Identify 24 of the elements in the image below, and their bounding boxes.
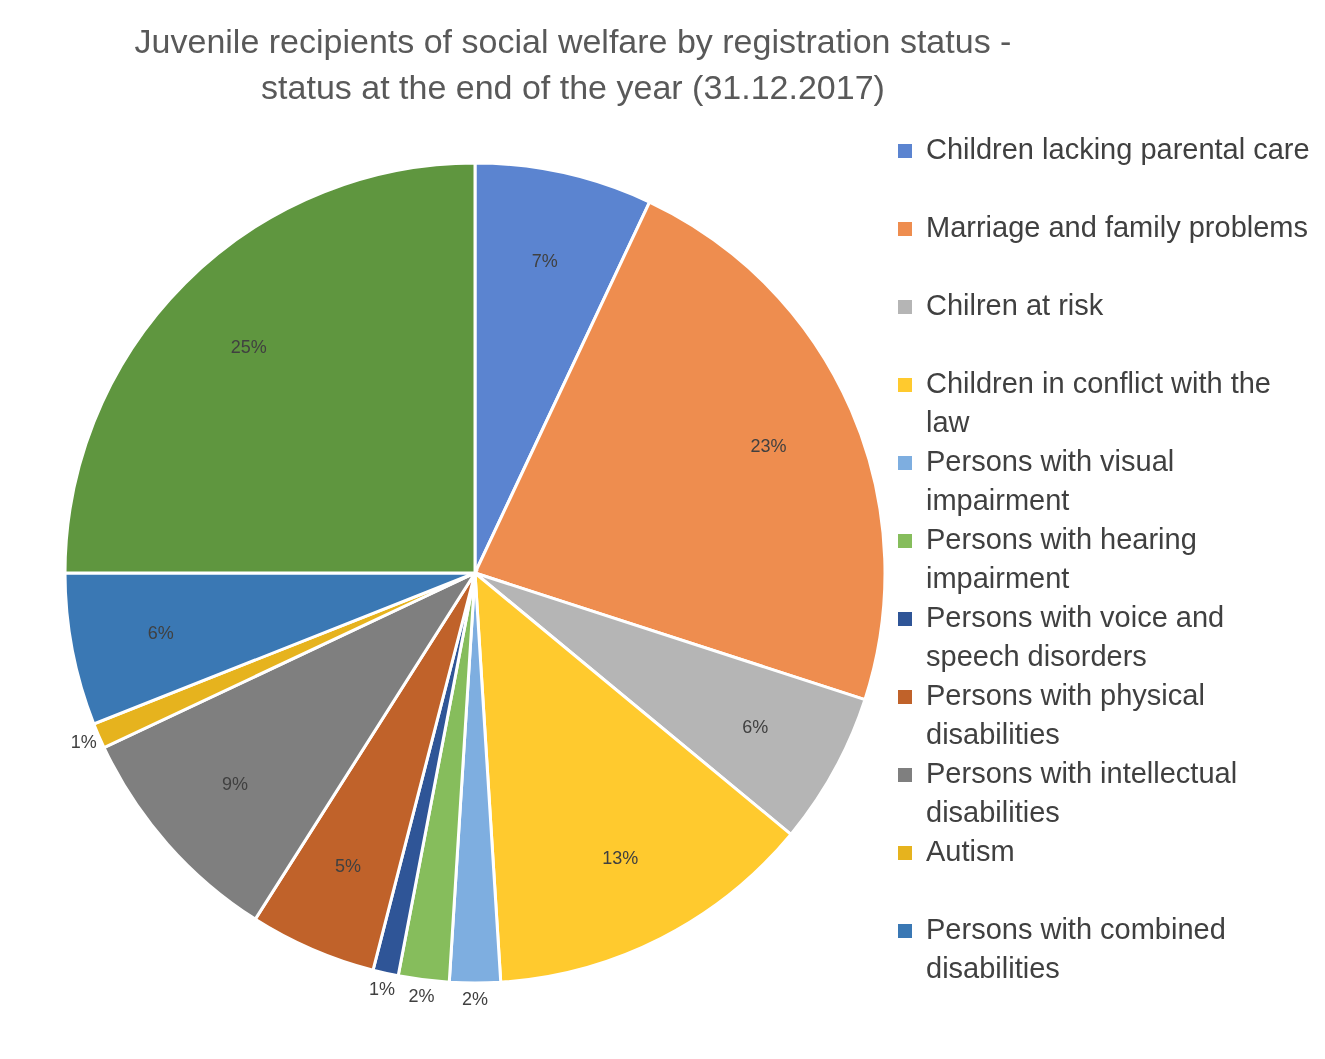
legend-label: Children in conflict with the law xyxy=(926,366,1272,440)
data-label: 7% xyxy=(531,250,558,271)
data-label: 1% xyxy=(368,979,395,1000)
legend-label: Persons with combined disabilities xyxy=(926,912,1227,986)
legend-label: Persons with hearing impairment xyxy=(926,522,1198,596)
data-label: 1% xyxy=(70,732,97,753)
legend-label: Marriage and family problems xyxy=(926,210,1308,245)
data-label: 23% xyxy=(750,435,787,456)
legend-label: Chilren at risk xyxy=(926,288,1104,323)
data-label: 6% xyxy=(742,717,769,738)
legend-label: Persons with visual impairment xyxy=(926,444,1176,518)
data-label: 13% xyxy=(602,847,639,868)
chart-title: Juvenile recipients of social welfare by registration status - status at the end of the year (31.12.2017) xyxy=(133,21,1013,108)
legend-label: Persons with voice and speech disorders xyxy=(926,600,1226,674)
data-label: 9% xyxy=(222,774,249,795)
data-label: 2% xyxy=(461,989,489,1010)
data-label: 6% xyxy=(147,622,174,643)
legend-label: Persons with intellectual disabilities xyxy=(926,756,1239,830)
data-label: 2% xyxy=(408,986,435,1007)
legend-label: Autism xyxy=(926,834,1015,869)
data-label: 5% xyxy=(334,856,361,877)
legend-label: Persons with physical disabilities xyxy=(926,678,1206,752)
legend-label: Children lacking parental care xyxy=(926,132,1310,167)
data-label: 25% xyxy=(230,336,267,357)
